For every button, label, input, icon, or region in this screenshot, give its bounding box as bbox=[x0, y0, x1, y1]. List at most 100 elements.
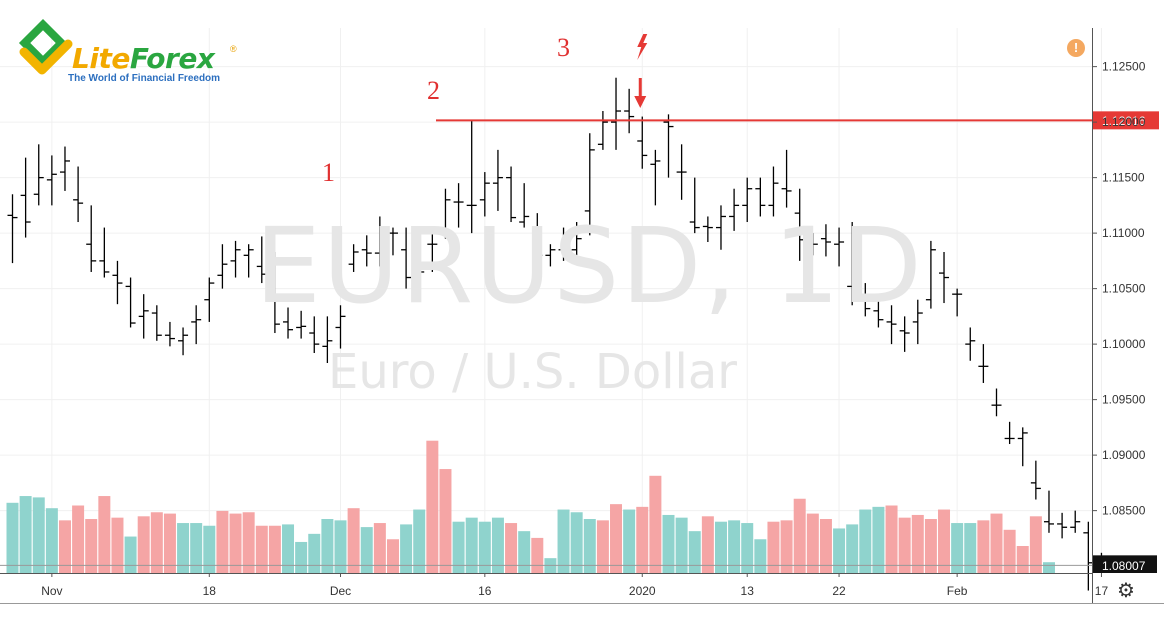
volume-bar bbox=[98, 496, 111, 573]
logo-wordmark: LiteForex bbox=[72, 42, 215, 75]
ohlc-bar bbox=[965, 327, 976, 361]
volume-bar bbox=[610, 504, 623, 573]
logo-lite: Lite bbox=[72, 42, 130, 75]
ohlc-bar bbox=[939, 251, 950, 304]
ohlc-bar bbox=[1083, 521, 1094, 591]
ohlc-bar bbox=[283, 307, 294, 339]
ohlc-bar bbox=[912, 299, 923, 345]
volume-bar bbox=[229, 513, 242, 573]
volume-bar bbox=[623, 509, 636, 573]
watermark-symbol: EURUSD, 1D bbox=[255, 205, 924, 327]
volume-bar bbox=[636, 506, 649, 573]
ohlc-bar bbox=[519, 183, 530, 228]
volume-bar bbox=[413, 509, 426, 573]
logo-registered: ® bbox=[230, 44, 237, 54]
volume-bar bbox=[242, 512, 255, 573]
ohlc-bar bbox=[545, 244, 556, 267]
ohlc-bar bbox=[1070, 510, 1081, 533]
price-tick-label: 1.12500 bbox=[1102, 60, 1146, 74]
ohlc-bar bbox=[361, 235, 372, 267]
gear-icon[interactable]: ⚙ bbox=[1117, 580, 1135, 602]
last-price-label: 1.08007 bbox=[1102, 559, 1146, 573]
ohlc-bar bbox=[20, 157, 31, 238]
grid-lines bbox=[0, 28, 1102, 573]
volume-bar bbox=[478, 521, 491, 573]
volume-bar bbox=[649, 475, 662, 573]
ohlc-bar bbox=[296, 310, 307, 339]
volume-bar bbox=[833, 528, 846, 573]
annotation-1: 1 bbox=[322, 158, 335, 187]
ohlc-bar bbox=[794, 188, 805, 261]
volume-bar bbox=[373, 523, 386, 573]
volume-bar bbox=[150, 512, 163, 573]
volume-bar bbox=[1042, 562, 1055, 573]
last-price-tag bbox=[1093, 555, 1157, 576]
volume-bar bbox=[32, 497, 45, 573]
ohlc-bar bbox=[256, 236, 267, 284]
volume-bar bbox=[859, 509, 872, 573]
price-tick-label: 1.11000 bbox=[1102, 226, 1145, 240]
volume-bar bbox=[426, 440, 439, 573]
volume-bar bbox=[439, 469, 452, 573]
volume-bar bbox=[911, 514, 924, 573]
ohlc-bar bbox=[650, 149, 661, 206]
time-axis[interactable]: Nov 18 Dec 16 2020 13 22 Feb 17 bbox=[0, 573, 1164, 604]
resistance-price-tag bbox=[1093, 111, 1159, 130]
volume-bar bbox=[321, 519, 334, 573]
ohlc-bar bbox=[1030, 460, 1041, 500]
ohlc-bar bbox=[230, 240, 241, 278]
ohlc-bar bbox=[952, 288, 963, 317]
ohlc-bar bbox=[637, 116, 648, 169]
volume-bar bbox=[452, 521, 465, 573]
ohlc-bar bbox=[322, 316, 333, 363]
ohlc-bar bbox=[7, 194, 18, 264]
volume-bar bbox=[163, 513, 176, 573]
ohlc-bar bbox=[847, 222, 858, 306]
volume-bar bbox=[491, 517, 504, 573]
ohlc-bar bbox=[860, 283, 871, 317]
ohlc-bar bbox=[99, 227, 110, 278]
volume-bar bbox=[819, 519, 832, 573]
ohlc-bar bbox=[112, 260, 123, 305]
volume-bar bbox=[728, 520, 741, 573]
warning-icon[interactable]: ! bbox=[1067, 39, 1085, 57]
ohlc-bar bbox=[138, 294, 149, 339]
ohlc-bar bbox=[991, 388, 1002, 417]
ohlc-bar bbox=[663, 114, 674, 178]
ohlc-bar bbox=[978, 344, 989, 383]
ohlc-bar bbox=[925, 240, 936, 309]
volume-bar bbox=[872, 506, 885, 573]
volume-bar bbox=[111, 517, 124, 573]
volume-bar bbox=[885, 505, 898, 573]
ohlc-bar bbox=[506, 166, 517, 223]
ohlc-bar bbox=[1017, 427, 1028, 467]
ohlc-bar bbox=[374, 216, 385, 267]
ohlc-bar bbox=[492, 149, 503, 211]
ohlc-bar bbox=[571, 222, 582, 256]
price-axis[interactable]: 1.08500 1.09000 1.09500 1.10000 1.10500 1.110… bbox=[1092, 28, 1146, 603]
price-tick-label: 1.10000 bbox=[1102, 337, 1146, 351]
time-tick-label: Dec bbox=[330, 584, 351, 598]
ohlc-bar bbox=[584, 133, 595, 236]
volume-bar bbox=[124, 536, 137, 573]
ohlc-bar bbox=[1043, 490, 1054, 533]
price-tick-label: 1.09500 bbox=[1102, 393, 1146, 407]
ohlc-bar bbox=[191, 305, 202, 345]
resistance-price-label: 1.12016 bbox=[1102, 114, 1146, 128]
volume-bar bbox=[216, 510, 229, 573]
ohlc-bar bbox=[151, 305, 162, 341]
ohlc-bars bbox=[7, 77, 1107, 591]
ohlc-bar bbox=[702, 216, 713, 242]
ohlc-bar bbox=[834, 227, 845, 267]
liteforex-logo: LiteForex ® The World of Financial Freed… bbox=[18, 18, 248, 88]
time-tick-label: 18 bbox=[203, 584, 217, 598]
ohlc-bar bbox=[348, 244, 359, 272]
price-tick-label: 1.12000 bbox=[1102, 115, 1146, 129]
volume-bar bbox=[898, 517, 911, 573]
ohlc-bar bbox=[440, 188, 451, 239]
ohlc-bar bbox=[873, 294, 884, 328]
logo-tagline: The World of Financial Freedom bbox=[68, 73, 221, 84]
ohlc-bar bbox=[768, 166, 779, 217]
